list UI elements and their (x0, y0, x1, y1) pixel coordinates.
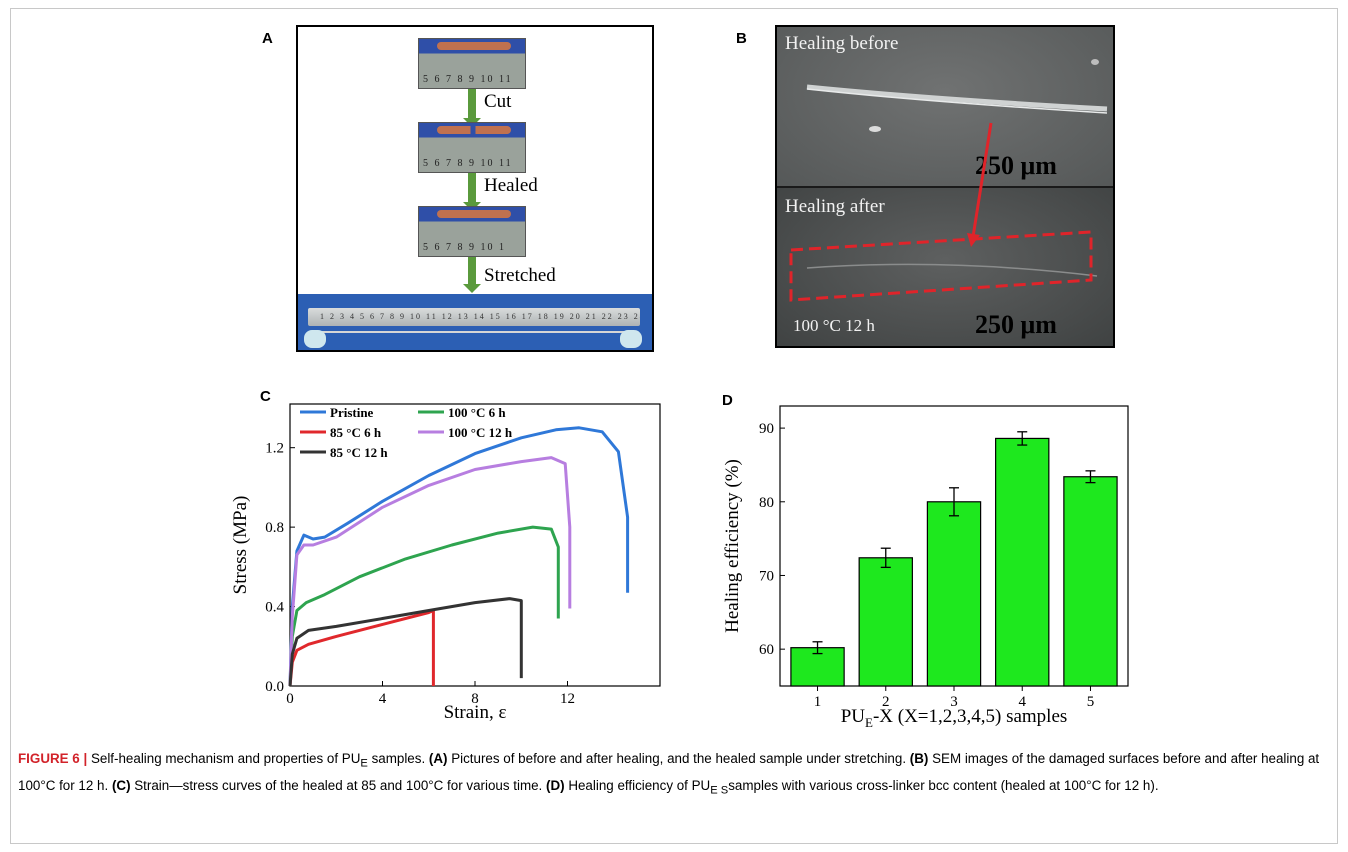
bar (926, 501, 982, 687)
y-axis-title: Stress (MPa) (230, 496, 251, 595)
panel-b-sem: Healing before 250 μm Healing after 100 … (775, 25, 1115, 348)
x-tick-label: 4 (1018, 694, 1026, 710)
step-cut: Cut (484, 91, 512, 112)
x-tick-label: 3 (950, 694, 958, 710)
sample-photo-original: 5 6 7 8 9 10 11 (418, 38, 526, 89)
panel-label-b: B (736, 30, 747, 47)
panel-a-photos: 5 6 7 8 9 10 11 Cut 5 6 7 8 9 10 11 Heal… (296, 25, 654, 352)
y-tick-label: 90 (759, 421, 774, 437)
scale-bar-top: 250 μm (975, 151, 1057, 180)
step-stretched: Stretched (484, 265, 556, 286)
x-axis-title: Strain, ε (444, 702, 507, 723)
x-tick-label: 0 (286, 691, 294, 707)
x-tick-label: 12 (560, 691, 575, 707)
x-tick-label: 2 (882, 694, 890, 710)
y-tick-label: 0.0 (265, 679, 284, 695)
y-tick-label: 1.2 (265, 441, 284, 457)
series-line (288, 426, 630, 687)
x-tick-label: 5 (1087, 694, 1095, 710)
sample-photo-cut: 5 6 7 8 9 10 11 (418, 122, 526, 173)
label-healing-after: Healing after (785, 196, 885, 217)
sem-image-after: Healing after 100 °C 12 h 250 μm (777, 188, 1113, 346)
series-line (288, 525, 560, 687)
series-line (288, 597, 523, 687)
legend-label: Pristine (330, 405, 374, 420)
y-axis-title: Healing efficiency (%) (722, 459, 743, 633)
y-tick-label: 60 (759, 642, 774, 658)
y-tick-label: 80 (759, 495, 774, 511)
transition-arrow (967, 122, 993, 247)
healed-region-box (789, 230, 1093, 302)
legend-label: 100 °C 12 h (448, 425, 513, 440)
arrow-down-icon (463, 257, 481, 293)
y-tick-label: 0.8 (265, 520, 284, 536)
series-line (288, 456, 572, 687)
y-tick-label: 70 (759, 568, 774, 584)
chart-stress-strain: 0 4 8 12 0.0 0.4 0.8 1.2 Strain, ε Stress (MPa) Pr… (230, 403, 661, 723)
x-tick-label: 4 (379, 691, 387, 707)
sample-photo-healed: 5 6 7 8 9 10 1 (418, 206, 526, 257)
chart-healing-efficiency: 60 70 80 90 1 2 3 4 5 PUE-X (X=1,2,3,4,5) samples… (722, 405, 1129, 730)
panel-label-a: A (262, 30, 273, 47)
panel-label-c: C (260, 388, 271, 405)
x-axis-title: PUE-X (X=1,2,3,4,5) samples (841, 706, 1068, 730)
bar (858, 557, 913, 687)
x-tick-label: 1 (814, 694, 822, 710)
step-healed: Healed (484, 175, 538, 196)
legend-label: 100 °C 6 h (448, 405, 506, 420)
y-tick-label: 0.4 (265, 600, 284, 616)
x-tick-label: 8 (471, 691, 479, 707)
caption-figure-number: FIGURE 6 | (18, 751, 88, 766)
label-healing-before: Healing before (785, 33, 899, 54)
legend-label: 85 °C 6 h (330, 425, 382, 440)
bar (1063, 476, 1118, 687)
panel-label-d: D (722, 392, 733, 409)
ruler-numbers: 5 6 7 8 9 10 11 (423, 74, 513, 85)
long-ruler: 1 2 3 4 5 6 7 8 9 10 11 12 13 14 15 16 1… (308, 308, 640, 326)
figure-caption: FIGURE 6 | Self-healing mechanism and pr… (18, 751, 1320, 797)
healing-condition: 100 °C 12 h (793, 316, 875, 335)
bar (995, 437, 1050, 687)
sem-image-before: Healing before 250 μm (777, 27, 1113, 187)
figure-frame (10, 8, 1338, 844)
ruler-numbers: 5 6 7 8 9 10 1 (423, 242, 506, 253)
ruler-numbers: 5 6 7 8 9 10 11 (423, 158, 513, 169)
legend-label: 85 °C 12 h (330, 445, 388, 460)
scale-bar-bottom: 250 μm (975, 310, 1057, 339)
stretched-sample-photo: 1 2 3 4 5 6 7 8 9 10 11 12 13 14 15 16 1… (298, 294, 652, 350)
